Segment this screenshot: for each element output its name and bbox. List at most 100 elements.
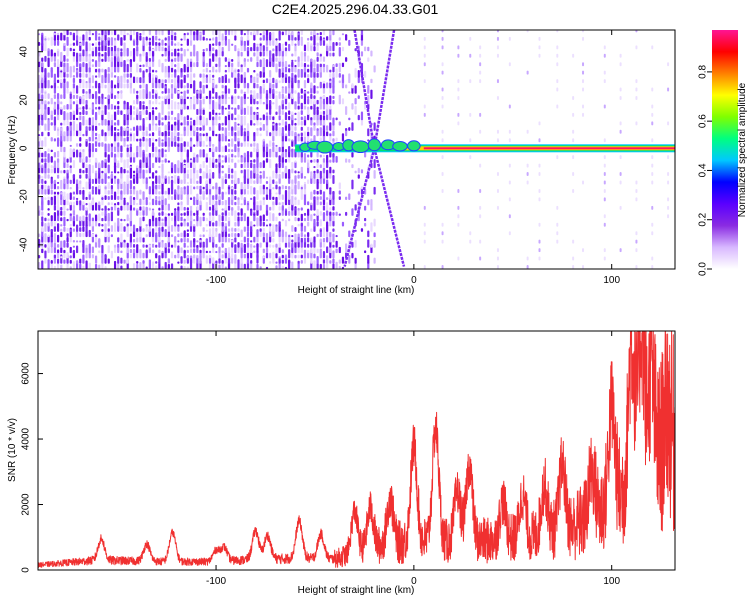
heatmap-cell — [110, 103, 113, 110]
heatmap-cell — [300, 222, 303, 227]
heatmap-cell — [104, 69, 107, 78]
heatmap-cell — [253, 82, 256, 89]
heatmap-cell — [278, 57, 281, 62]
heatmap-cell — [129, 77, 132, 84]
heatmap-cell — [186, 229, 189, 232]
heatmap-cell — [603, 79, 606, 84]
heatmap-cell — [319, 154, 322, 158]
heatmap-cell — [41, 33, 44, 41]
heatmap-cell — [41, 196, 44, 206]
heatmap-cell — [66, 120, 69, 126]
heatmap-cell — [284, 73, 288, 78]
heatmap-cell — [202, 84, 205, 94]
heatmap-cell — [373, 240, 376, 243]
heatmap-cell — [300, 259, 303, 264]
heatmap-cell — [132, 106, 136, 110]
heatmap-cell — [205, 229, 208, 232]
heatmap-cell — [75, 94, 79, 100]
heatmap-cell — [60, 192, 63, 195]
heatmap-cell — [272, 142, 275, 147]
heatmap-cell — [136, 165, 139, 169]
heatmap-cell — [88, 262, 91, 269]
heatmap-cell — [208, 103, 212, 110]
heatmap-cell — [345, 84, 348, 89]
heatmap-cell — [246, 58, 250, 62]
heatmap-cell — [234, 30, 237, 36]
heatmap-cell — [246, 38, 250, 46]
heatmap-cell — [338, 182, 341, 190]
heatmap-cell — [253, 111, 256, 115]
heatmap-cell — [322, 237, 326, 243]
heatmap-cell — [479, 239, 482, 244]
heatmap-cell — [63, 92, 66, 100]
heatmap-cell — [164, 177, 167, 185]
heatmap-cell — [215, 36, 218, 46]
heatmap-cell — [237, 48, 240, 52]
heatmap-cell — [113, 133, 117, 137]
heatmap-cell — [224, 134, 227, 142]
heatmap-cell — [294, 131, 297, 137]
heatmap-cell — [253, 142, 256, 147]
heatmap-cell — [101, 228, 104, 232]
heatmap-cell — [294, 75, 297, 78]
heatmap-cell — [212, 43, 215, 46]
heatmap-cell — [284, 209, 288, 216]
heatmap-cell — [155, 89, 158, 94]
heatmap-cell — [294, 118, 297, 121]
heatmap-cell — [262, 236, 265, 243]
heatmap-cell — [582, 30, 585, 33]
heatmap-cell — [469, 53, 472, 58]
heatmap-cell — [329, 133, 332, 137]
heatmap-cell — [272, 77, 275, 84]
heatmap-cell — [161, 30, 164, 36]
heatmap-cell — [231, 113, 234, 121]
heatmap-cell — [441, 239, 444, 244]
heatmap-cell — [269, 230, 272, 238]
heatmap-cell — [364, 150, 367, 158]
heatmap-cell — [275, 40, 278, 46]
heatmap-cell — [63, 191, 66, 200]
heatmap-cell — [196, 98, 199, 105]
heatmap-cell — [313, 218, 316, 227]
heatmap-cell — [129, 133, 132, 137]
heatmap-cell — [212, 30, 215, 36]
heatmap-cell — [196, 169, 199, 174]
heatmap-cell — [202, 30, 205, 36]
heatmap-cell — [56, 186, 60, 190]
heatmap-cell — [243, 71, 246, 78]
heatmap-cell — [123, 76, 126, 84]
heatmap-cell — [243, 162, 246, 169]
heatmap-cell — [44, 184, 47, 190]
heatmap-cell — [183, 230, 186, 238]
heatmap-cell — [297, 134, 300, 137]
heatmap-cell — [259, 51, 262, 57]
heatmap-cell — [41, 131, 44, 137]
heatmap-cell — [174, 174, 177, 185]
heatmap-cell — [275, 192, 278, 195]
heatmap-cell — [161, 39, 164, 46]
heatmap-cell — [667, 87, 670, 92]
heatmap-cell — [341, 98, 345, 105]
heatmap-cell — [98, 204, 101, 211]
heatmap-cell — [158, 112, 161, 121]
heatmap-cell — [186, 173, 189, 179]
heatmap-cell — [38, 65, 41, 73]
heatmap-cell — [218, 167, 221, 174]
heatmap-cell — [619, 155, 622, 160]
heatmap-cell — [319, 178, 322, 185]
heatmap-cell — [189, 185, 193, 195]
heatmap-cell — [183, 218, 186, 222]
heatmap-cell — [212, 74, 215, 78]
heatmap-cell — [72, 261, 76, 269]
heatmap-cell — [303, 237, 307, 243]
heatmap-cell — [170, 175, 174, 179]
heatmap-cell — [278, 221, 281, 227]
heatmap-cell — [123, 197, 126, 200]
heatmap-cell — [60, 224, 63, 227]
heatmap-cell — [66, 30, 69, 36]
heatmap-cell — [246, 242, 250, 248]
heatmap-cell — [72, 42, 76, 46]
heatmap-cell — [85, 80, 88, 84]
heatmap-cell — [120, 126, 123, 131]
heatmap-cell — [101, 217, 104, 222]
